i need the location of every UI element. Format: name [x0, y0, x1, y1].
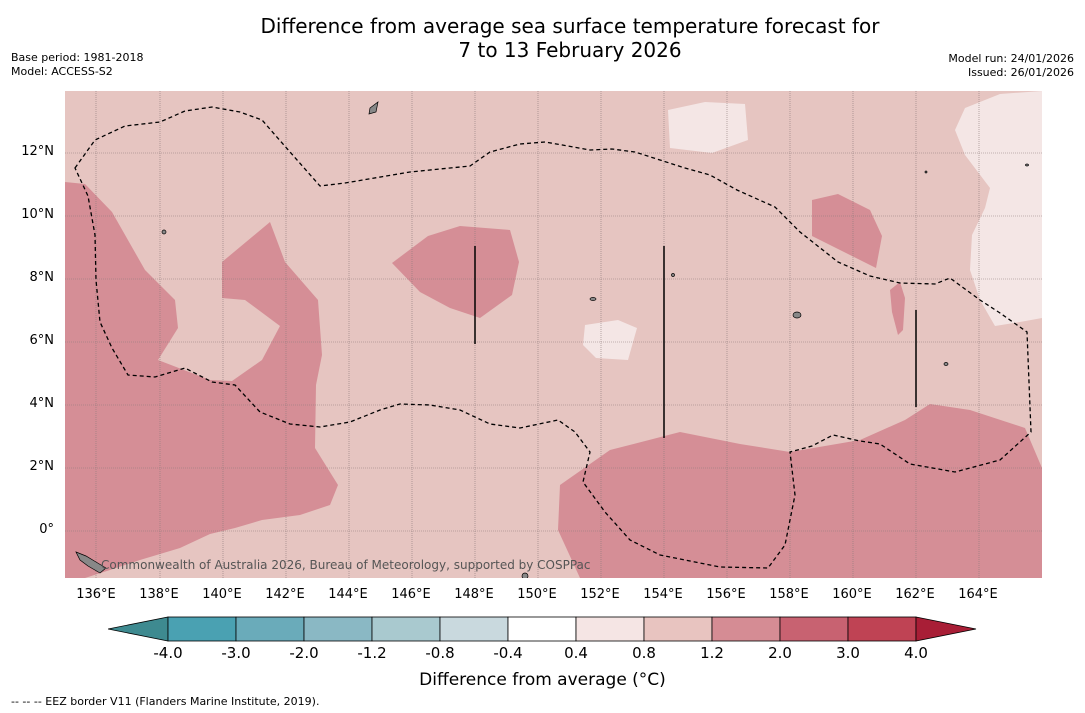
x-tick-label: 160°E: [832, 587, 872, 602]
colorbar-label: -2.0: [289, 644, 319, 662]
model-run: Model run: 24/01/2026: [948, 52, 1074, 65]
x-tick-label: 154°E: [643, 587, 683, 602]
colorbar-segment: [779, 616, 849, 642]
colorbar-segment: [303, 616, 373, 642]
eez-border: [74, 106, 1032, 569]
y-tick-label: 10°N: [21, 207, 54, 222]
x-tick-label: 158°E: [769, 587, 809, 602]
base-period: Base period: 1981-2018: [11, 51, 144, 64]
colorbar-segment: [711, 616, 781, 642]
anomaly-band-0p4-0p8: [583, 91, 1042, 360]
y-tick-label: 4°N: [29, 396, 55, 411]
x-tick-label: 136°E: [76, 587, 116, 602]
colorbar-label: -1.2: [357, 644, 387, 662]
x-tick-label: 152°E: [580, 587, 620, 602]
reference-lines: [474, 246, 917, 438]
colorbar-label: -0.8: [425, 644, 455, 662]
attribution: Commonwealth of Australia 2026, Bureau o…: [101, 558, 591, 572]
x-tick-label: 146°E: [391, 587, 431, 602]
colorbar-label: 2.0: [768, 644, 792, 662]
y-tick-label: 8°N: [29, 270, 55, 285]
colorbar-segment: [643, 616, 713, 642]
x-tick-label: 138°E: [139, 587, 179, 602]
y-tick-label: 6°N: [29, 333, 55, 348]
y-tick-label: 12°N: [21, 144, 54, 159]
colorbar-segment: [167, 616, 237, 642]
colorbar-segment: [371, 616, 441, 642]
colorbar-label: 0.8: [632, 644, 656, 662]
x-tick-label: 164°E: [958, 587, 998, 602]
meta-right: Model run: 24/01/2026 Issued: 26/01/2026: [948, 52, 1074, 80]
x-tick-label: 140°E: [202, 587, 242, 602]
colorbar-label: 0.4: [564, 644, 588, 662]
map-title: Difference from average sea surface temp…: [0, 14, 1085, 62]
x-tick-label: 148°E: [454, 587, 494, 602]
colorbar-label: -3.0: [221, 644, 251, 662]
colorbar-label: 1.2: [700, 644, 724, 662]
x-tick-label: 150°E: [517, 587, 557, 602]
colorbar-segment: [507, 616, 577, 642]
x-tick-label: 142°E: [265, 587, 305, 602]
anomaly-band-1p2-2p0: [65, 182, 1042, 578]
colorbar-segment: [235, 616, 305, 642]
y-tick-label: 2°N: [29, 459, 55, 474]
map-panel: [65, 91, 1042, 578]
x-tick-label: 144°E: [328, 587, 368, 602]
x-tick-label: 156°E: [706, 587, 746, 602]
graticule-lines: [65, 91, 1042, 578]
colorbar-label: 3.0: [836, 644, 860, 662]
colorbar-segment: [439, 616, 509, 642]
y-tick-label: 0°: [39, 522, 54, 537]
colorbar-segment: [575, 616, 645, 642]
colorbar-label: -0.4: [493, 644, 523, 662]
issued-date: Issued: 26/01/2026: [967, 66, 1074, 79]
title-line-1: Difference from average sea surface temp…: [260, 14, 880, 38]
colorbar-extend-high: [915, 616, 977, 642]
map-svg: [65, 91, 1042, 578]
footnote: -- -- -- EEZ border V11 (Flanders Marine…: [11, 695, 320, 708]
title-line-2: 7 to 13 February 2026: [458, 38, 682, 62]
colorbar-extend-low: [108, 616, 169, 642]
colorbar-label: 4.0: [904, 644, 928, 662]
model-name: Model: ACCESS-S2: [11, 65, 113, 78]
colorbar-title: Difference from average (°C): [419, 670, 666, 690]
colorbar-label: -4.0: [153, 644, 183, 662]
meta-left: Base period: 1981-2018 Model: ACCESS-S2: [11, 51, 143, 79]
x-tick-label: 162°E: [895, 587, 935, 602]
colorbar: [108, 616, 977, 642]
islands: [75, 101, 1029, 578]
colorbar-segment: [847, 616, 917, 642]
